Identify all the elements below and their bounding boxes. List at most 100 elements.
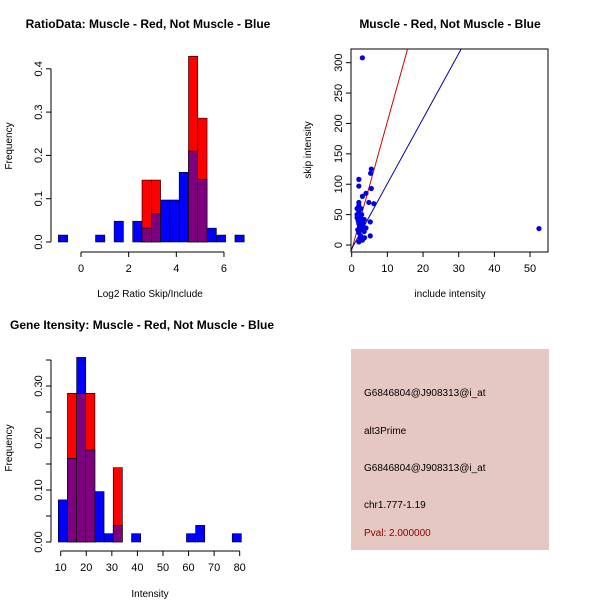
scatter-point bbox=[359, 212, 365, 218]
y-tick-label: 0.00 bbox=[33, 531, 45, 552]
info-probe-id: G6846804@J908313@i_at bbox=[364, 388, 486, 399]
scatter-point bbox=[363, 190, 369, 196]
scatter-point bbox=[367, 219, 373, 225]
y-tick-label: 0 bbox=[333, 242, 345, 248]
x-tick-label: 70 bbox=[208, 562, 220, 574]
info-probe-id-2: G6846804@J908313@i_at bbox=[364, 463, 486, 474]
scatter-point bbox=[355, 227, 361, 233]
scatter-point bbox=[367, 233, 373, 239]
scatter-point bbox=[360, 221, 366, 227]
x-tick-label: 30 bbox=[453, 263, 465, 275]
x-tick-label: 10 bbox=[55, 562, 67, 574]
ratio-histogram: 0.0 0.1 0.2 0.3 0.4 0 2 4 6 bbox=[33, 55, 245, 275]
scatter-point bbox=[356, 183, 362, 189]
y-tick-label: 50 bbox=[333, 208, 345, 220]
y-tick-label: 0.4 bbox=[33, 61, 45, 76]
x-tick-label: 6 bbox=[221, 263, 227, 275]
y-tick-label: 0.30 bbox=[33, 375, 45, 396]
scatter-point bbox=[355, 218, 361, 224]
bar-overlap bbox=[85, 449, 96, 543]
y-tick-label: 150 bbox=[333, 145, 345, 163]
bar-overlap bbox=[150, 213, 161, 243]
bar-blue bbox=[57, 499, 68, 543]
x-tick-label: 50 bbox=[157, 562, 169, 574]
fit-line-blue bbox=[351, 49, 462, 251]
scatter-point bbox=[366, 199, 372, 206]
ratio-hist-title: RatioData: Muscle - Red, Not Muscle - Bl… bbox=[26, 17, 271, 31]
intensity-hist-ylabel: Frequency bbox=[4, 424, 15, 471]
scatter-point bbox=[368, 170, 374, 176]
scatter-point bbox=[357, 236, 363, 242]
x-tick-label: 50 bbox=[524, 263, 536, 275]
bar-blue bbox=[103, 533, 114, 543]
y-tick-label: 0.3 bbox=[33, 104, 45, 119]
info-location: chr1.777-1.19 bbox=[364, 500, 426, 511]
y-tick-label: 0.1 bbox=[33, 191, 45, 206]
bar-blue bbox=[234, 234, 245, 243]
fit-line-red bbox=[351, 49, 409, 252]
bar-overlap bbox=[112, 525, 123, 543]
plot-box bbox=[350, 48, 549, 253]
x-tick-label: 20 bbox=[80, 562, 92, 574]
y-tick-label: 0.0 bbox=[33, 234, 45, 249]
scatter-point bbox=[359, 55, 366, 61]
info-panel bbox=[351, 349, 549, 550]
y-tick-label: 0.2 bbox=[33, 148, 45, 163]
scatter-point bbox=[356, 176, 362, 182]
scatter-point bbox=[368, 185, 374, 192]
bar-blue bbox=[216, 234, 226, 243]
bar-blue bbox=[131, 533, 141, 543]
scatter-point bbox=[361, 216, 367, 223]
x-tick-label: 0 bbox=[78, 263, 84, 275]
x-tick-label: 4 bbox=[173, 263, 179, 275]
bar-blue bbox=[160, 199, 171, 243]
bar-overlap bbox=[188, 150, 199, 243]
bar-blue bbox=[94, 491, 105, 543]
intensity-hist-xlabel: Intensity bbox=[131, 589, 168, 600]
intensity-scatter: 0 10 20 30 40 50 0 50 100 150 200 250 300 bbox=[333, 48, 549, 275]
intensity-hist-title: Gene Itensity: Muscle - Red, Not Muscle … bbox=[10, 318, 274, 332]
bar-overlap bbox=[67, 457, 77, 543]
y-tick-label: 0.10 bbox=[33, 479, 45, 500]
bar-blue bbox=[58, 234, 68, 243]
bar-blue bbox=[169, 199, 180, 243]
y-tick-label: 300 bbox=[333, 54, 345, 72]
bar-blue bbox=[113, 220, 124, 243]
x-tick-label: 40 bbox=[131, 562, 143, 574]
bar-blue bbox=[178, 171, 189, 243]
ratio-hist-ylabel: Frequency bbox=[4, 122, 15, 169]
y-tick-label: 0.20 bbox=[33, 427, 45, 448]
x-tick-label: 30 bbox=[106, 562, 118, 574]
x-tick-label: 10 bbox=[381, 263, 393, 275]
bar-blue bbox=[231, 533, 242, 543]
scatter-point bbox=[361, 235, 368, 241]
info-event-type: alt3Prime bbox=[364, 426, 407, 437]
bar-overlap bbox=[76, 392, 87, 543]
scatter-point bbox=[361, 229, 367, 235]
y-tick-label: 100 bbox=[333, 175, 345, 193]
scatter-xlabel: include intensity bbox=[414, 289, 485, 300]
x-tick-label: 20 bbox=[417, 263, 429, 275]
x-tick-label: 0 bbox=[349, 263, 355, 275]
intensity-histogram: 0.00 0.10 0.20 0.30 10 20 30 40 50 60 70 80 bbox=[33, 357, 246, 574]
bar-blue bbox=[206, 227, 217, 243]
x-tick-label: 40 bbox=[488, 263, 500, 275]
scatter-point bbox=[536, 225, 542, 232]
scatter-point bbox=[368, 166, 374, 172]
scatter-point bbox=[371, 201, 377, 207]
bar-blue bbox=[95, 234, 106, 243]
scatter-point bbox=[359, 193, 366, 199]
bar-blue bbox=[186, 533, 196, 543]
bar-overlap bbox=[141, 227, 152, 243]
scatter-title: Muscle - Red, Not Muscle - Blue bbox=[359, 17, 541, 31]
bar-blue bbox=[132, 220, 143, 243]
bar-overlap bbox=[197, 178, 208, 243]
scatter-ylabel: skip intensity bbox=[303, 121, 314, 178]
info-pval: Pval: 2.000000 bbox=[364, 528, 431, 539]
x-tick-label: 2 bbox=[126, 263, 132, 275]
x-tick-label: 60 bbox=[182, 562, 194, 574]
ratio-hist-xlabel: Log2 Ratio Skip/Include bbox=[97, 289, 203, 300]
y-tick-label: 250 bbox=[333, 84, 345, 102]
bar-blue bbox=[195, 525, 206, 543]
